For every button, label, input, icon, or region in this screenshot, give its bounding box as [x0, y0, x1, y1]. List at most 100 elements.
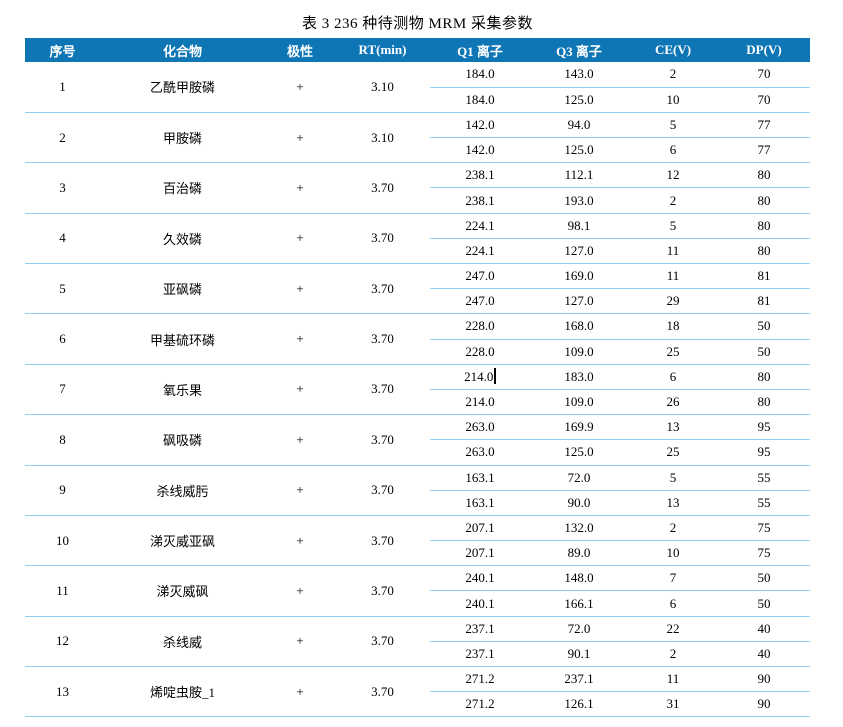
- cell-polarity: +: [265, 62, 335, 113]
- cell-ce: 13: [628, 490, 718, 516]
- cell-rt: 3.70: [335, 465, 430, 516]
- cell-q1: 263.0: [430, 414, 530, 441]
- cell-q1: 237.1: [430, 641, 530, 668]
- compound-row-3-sub-1: 3 百治磷 +3.70 238.1 112.1 12 80: [25, 162, 810, 214]
- compound-row-11-sub-2: 240.1 166.1 6 50: [25, 590, 810, 617]
- cell-q3: 109.0: [530, 389, 628, 416]
- compound-row-10-sub-1: 10 涕灭威亚砜 +3.70 207.1 132.0 2 75: [25, 515, 810, 567]
- cell-dp: 81: [718, 288, 810, 315]
- cell-ce: 25: [628, 339, 718, 365]
- cell-dp: 77: [718, 137, 810, 164]
- compound-row-5-sub-2: 247.0 127.0 29 81: [25, 288, 810, 315]
- compound-row-1-sub-2: 184.0 125.0 10 70: [25, 87, 810, 113]
- cell-rt: 3.70: [335, 616, 430, 668]
- cell-q3: 72.0: [530, 616, 628, 642]
- cell-q3: 193.0: [530, 187, 628, 214]
- cell-q3: 132.0: [530, 515, 628, 542]
- cell-q1: 228.0: [430, 313, 530, 340]
- cell-ce: 18: [628, 313, 718, 340]
- compound-row-6-sub-1: 6 甲基硫环磷 +3.70 228.0 168.0 18 50: [25, 313, 810, 365]
- cell-dp: 80: [718, 162, 810, 189]
- cell-ce: 10: [628, 87, 718, 113]
- cell-q1: 207.1: [430, 540, 530, 567]
- cell-q3: 125.0: [530, 87, 628, 113]
- compound-row-9-sub-2: 163.1 90.0 13 55: [25, 490, 810, 516]
- cell-compound: 亚砜磷: [100, 263, 265, 315]
- cell-compound: 甲基硫环磷: [100, 313, 265, 365]
- compound-row-1-sub-1: 1 乙酰甲胺磷 +3.10 184.0 143.0 2 70: [25, 62, 810, 113]
- cell-q1: 163.1: [430, 465, 530, 491]
- cell-q1: 207.1: [430, 515, 530, 542]
- cell-q1: 214.0: [430, 364, 530, 390]
- cell-rt: 3.70: [335, 515, 430, 567]
- cell-dp: 55: [718, 490, 810, 516]
- column-header-compound: 化合物: [100, 38, 265, 62]
- compound-row-4-sub-1: 4 久效磷 +3.70 224.1 98.1 5 80: [25, 213, 810, 265]
- cell-compound: 涕灭威砜: [100, 565, 265, 617]
- cell-dp: 50: [718, 339, 810, 365]
- cell-polarity: +: [265, 213, 335, 265]
- cell-dp: 80: [718, 238, 810, 265]
- cell-rt: 3.70: [335, 263, 430, 315]
- cell-dp: 80: [718, 187, 810, 214]
- cell-q3: 90.1: [530, 641, 628, 668]
- cell-q1: 228.0: [430, 339, 530, 365]
- cell-q1: 247.0: [430, 263, 530, 290]
- cell-ce: 26: [628, 389, 718, 416]
- cell-compound: 砜吸磷: [100, 414, 265, 466]
- compound-row-3-sub-2: 238.1 193.0 2 80: [25, 187, 810, 214]
- cell-q3: 125.0: [530, 137, 628, 164]
- cell-index: 1: [25, 62, 100, 113]
- compound-row-10-sub-2: 207.1 89.0 10 75: [25, 540, 810, 567]
- cell-q3: 126.1: [530, 691, 628, 718]
- cell-q1: 184.0: [430, 87, 530, 113]
- cell-ce: 5: [628, 213, 718, 239]
- cell-index: 10: [25, 515, 100, 567]
- cell-q3: 72.0: [530, 465, 628, 491]
- table-header-row: 序号 化合物 极性 RT(min) Q1 离子 Q3 离子 CE(V) DP(V): [25, 38, 810, 62]
- cell-q1: 214.0: [430, 389, 530, 416]
- cell-ce: 11: [628, 238, 718, 265]
- cell-ce: 22: [628, 616, 718, 642]
- cell-compound: 氧乐果: [100, 364, 265, 416]
- cell-ce: 11: [628, 666, 718, 693]
- cell-ce: 29: [628, 288, 718, 315]
- cell-compound: 乙酰甲胺磷: [100, 62, 265, 113]
- cell-rt: 3.70: [335, 364, 430, 416]
- cell-q1: 224.1: [430, 213, 530, 239]
- cell-q3: 169.9: [530, 414, 628, 441]
- compound-row-2-sub-2: 142.0 125.0 6 77: [25, 137, 810, 164]
- cell-dp: 95: [718, 414, 810, 441]
- cell-dp: 90: [718, 691, 810, 718]
- cell-dp: 75: [718, 540, 810, 567]
- cell-polarity: +: [265, 616, 335, 668]
- cell-dp: 90: [718, 666, 810, 693]
- column-header-rt: RT(min): [335, 38, 430, 62]
- compound-row-12-sub-1: 12 杀线威 +3.70 237.1 72.0 22 40: [25, 616, 810, 668]
- cell-ce: 10: [628, 540, 718, 567]
- cell-index: 11: [25, 565, 100, 617]
- compound-row-7-sub-2: 214.0 109.0 26 80: [25, 389, 810, 416]
- compound-row-8-sub-1: 8 砜吸磷 +3.70 263.0 169.9 13 95: [25, 414, 810, 466]
- cell-index: 6: [25, 313, 100, 365]
- cell-dp: 81: [718, 263, 810, 290]
- cell-q3: 127.0: [530, 238, 628, 265]
- cell-dp: 40: [718, 641, 810, 668]
- table-body: 1 乙酰甲胺磷 +3.10 184.0 143.0 2 70 184.0 125.0 10 70 2 甲…: [25, 62, 810, 718]
- cell-polarity: +: [265, 364, 335, 416]
- cell-q1: 163.1: [430, 490, 530, 516]
- cell-polarity: +: [265, 414, 335, 466]
- cell-dp: 70: [718, 87, 810, 113]
- cell-q1: 238.1: [430, 187, 530, 214]
- cell-ce: 2: [628, 62, 718, 88]
- cell-q1: 142.0: [430, 137, 530, 164]
- cell-index: 5: [25, 263, 100, 315]
- cell-q1: 271.2: [430, 666, 530, 693]
- cell-polarity: +: [265, 666, 335, 718]
- cell-dp: 50: [718, 313, 810, 340]
- cell-dp: 80: [718, 213, 810, 239]
- cell-rt: 3.70: [335, 666, 430, 718]
- cell-index: 4: [25, 213, 100, 265]
- compound-row-9-sub-1: 9 杀线威肟 +3.70 163.1 72.0 5 55: [25, 465, 810, 516]
